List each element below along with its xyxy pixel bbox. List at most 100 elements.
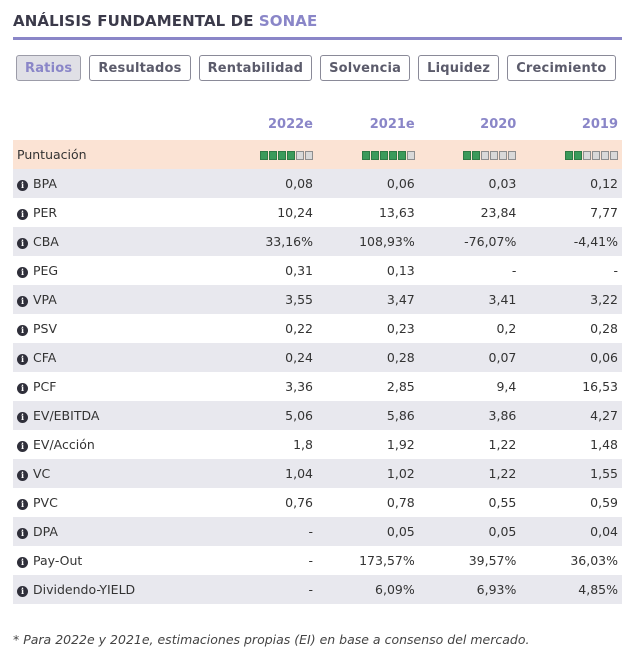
table-cell: 3,41 bbox=[418, 285, 521, 314]
score-cell bbox=[418, 140, 521, 169]
table-cell: 3,47 bbox=[316, 285, 419, 314]
table-cell: 1,8 bbox=[293, 437, 313, 452]
info-icon[interactable]: i bbox=[17, 412, 28, 423]
row-label-text: Pay-Out bbox=[33, 553, 83, 568]
tab-rentabilidad[interactable]: Rentabilidad bbox=[198, 55, 313, 81]
meter-segment-filled bbox=[259, 151, 268, 160]
table-cell: 0,08 bbox=[215, 169, 317, 198]
title-divider bbox=[13, 37, 622, 40]
info-icon[interactable]: i bbox=[17, 586, 28, 597]
meter-segment-filled bbox=[370, 151, 379, 160]
row-label-text: PER bbox=[33, 205, 58, 220]
column-header-2019: 2019 bbox=[581, 116, 618, 132]
meter-segment-empty bbox=[508, 151, 517, 160]
table-cell: 0,07 bbox=[418, 343, 521, 372]
info-icon[interactable]: i bbox=[17, 441, 28, 452]
table-cell: 6,09% bbox=[316, 575, 419, 604]
table-cell: 1,02 bbox=[316, 459, 419, 488]
info-icon[interactable]: i bbox=[17, 557, 28, 568]
info-icon[interactable]: i bbox=[17, 354, 28, 365]
ratios-table: 2022e 2021e 2020 2019 Puntuación i BPA 0,08 0,0… bbox=[13, 108, 622, 604]
table-cell: 0,12 bbox=[520, 169, 622, 198]
row-label-text: PSV bbox=[33, 321, 58, 336]
row-label: i PCF bbox=[13, 372, 215, 401]
row-label-text: VPA bbox=[33, 292, 57, 307]
table-cell: 0,76 bbox=[285, 495, 313, 510]
info-icon[interactable]: i bbox=[17, 470, 28, 481]
info-icon[interactable]: i bbox=[17, 528, 28, 539]
meter-segment-empty bbox=[295, 151, 304, 160]
row-label-text: PEG bbox=[33, 263, 59, 278]
score-meter bbox=[565, 151, 618, 160]
row-label-text: BPA bbox=[33, 176, 57, 191]
meter-segment-empty bbox=[406, 151, 415, 160]
row-label: i CBA bbox=[13, 227, 216, 256]
meter-segment-empty bbox=[583, 151, 591, 160]
table-cell: 0,22 bbox=[285, 321, 313, 336]
meter-segment-filled bbox=[379, 151, 388, 160]
row-label-text: VC bbox=[33, 466, 51, 481]
meter-segment-filled bbox=[277, 151, 286, 160]
table-row: i PVC 0,76 0,78 0,55 0,59 bbox=[13, 488, 622, 517]
table-cell: - bbox=[308, 553, 313, 568]
meter-segment-filled bbox=[388, 151, 397, 160]
table-cell: 3,22 bbox=[520, 285, 622, 314]
table-cell: 1,04 bbox=[215, 459, 317, 488]
row-label: i DPA bbox=[13, 517, 216, 546]
table-cell: 0,28 bbox=[316, 343, 419, 372]
tab-bar: Ratios Resultados Rentabilidad Solvencia Liq… bbox=[16, 55, 616, 81]
table-cell: 5,86 bbox=[316, 401, 419, 430]
row-label: i Pay-Out bbox=[13, 546, 215, 575]
table-cell: 2,85 bbox=[386, 379, 415, 394]
tab-crecimiento[interactable]: Crecimiento bbox=[507, 55, 616, 81]
meter-segment-filled bbox=[268, 151, 277, 160]
info-icon[interactable]: i bbox=[17, 267, 28, 278]
info-icon[interactable]: i bbox=[17, 180, 28, 191]
meter-segment-empty bbox=[601, 151, 609, 160]
row-label: i BPA bbox=[13, 169, 216, 198]
meter-segment-empty bbox=[592, 151, 600, 160]
info-icon[interactable]: i bbox=[17, 383, 28, 394]
tab-liquidez[interactable]: Liquidez bbox=[418, 55, 500, 81]
table-cell: 10,24 bbox=[277, 205, 313, 220]
info-icon[interactable]: i bbox=[17, 296, 28, 307]
table-cell: 0,03 bbox=[418, 169, 521, 198]
table-cell: 1,48 bbox=[590, 437, 618, 452]
table-cell: 0,06 bbox=[520, 343, 622, 372]
table-cell: 3,86 bbox=[418, 401, 521, 430]
info-icon[interactable]: i bbox=[17, 238, 28, 249]
meter-segment-empty bbox=[490, 151, 499, 160]
table-row: i Dividendo-YIELD -6,09% 6,93% 4,85% bbox=[13, 575, 622, 604]
row-label-text: EV/Acción bbox=[33, 437, 95, 452]
table-cell: 0,24 bbox=[215, 343, 317, 372]
meter-segment-empty bbox=[610, 151, 618, 160]
table-cell: 0,55 bbox=[488, 495, 517, 510]
meter-segment-filled bbox=[472, 151, 481, 160]
table-cell: 23,84 bbox=[480, 205, 517, 220]
tab-resultados[interactable]: Resultados bbox=[89, 55, 191, 81]
table-cell: 4,85% bbox=[520, 575, 622, 604]
info-icon[interactable]: i bbox=[17, 209, 28, 220]
row-label: i EV/EBITDA bbox=[13, 401, 216, 430]
table-cell: 36,03% bbox=[570, 553, 618, 568]
table-cell: 0,28 bbox=[590, 321, 618, 336]
info-icon[interactable]: i bbox=[17, 325, 28, 336]
table-cell: 1,22 bbox=[418, 459, 521, 488]
table-cell: 9,4 bbox=[496, 379, 517, 394]
table-row: i BPA 0,08 0,06 0,03 0,12 bbox=[13, 169, 622, 198]
table-cell: 13,63 bbox=[378, 205, 415, 220]
page-title: ANÁLISIS FUNDAMENTAL DE SONAE bbox=[13, 12, 317, 30]
score-meter bbox=[259, 151, 313, 160]
row-label: i VPA bbox=[13, 285, 216, 314]
table-cell: 39,57% bbox=[468, 553, 517, 568]
table-cell: 1,92 bbox=[386, 437, 415, 452]
row-label: i PER bbox=[13, 198, 215, 227]
table-body: Puntuación i BPA 0,08 0,06 0,03 0,12 i PER 10,24 1… bbox=[13, 140, 622, 604]
info-icon[interactable]: i bbox=[17, 499, 28, 510]
column-header-2022e: 2022e bbox=[267, 116, 313, 132]
table-cell: 0,59 bbox=[590, 495, 618, 510]
score-meter bbox=[463, 151, 517, 160]
table-row: i PCF 3,36 2,85 9,4 16,53 bbox=[13, 372, 622, 401]
tab-ratios[interactable]: Ratios bbox=[16, 55, 82, 81]
tab-solvencia[interactable]: Solvencia bbox=[320, 55, 411, 81]
